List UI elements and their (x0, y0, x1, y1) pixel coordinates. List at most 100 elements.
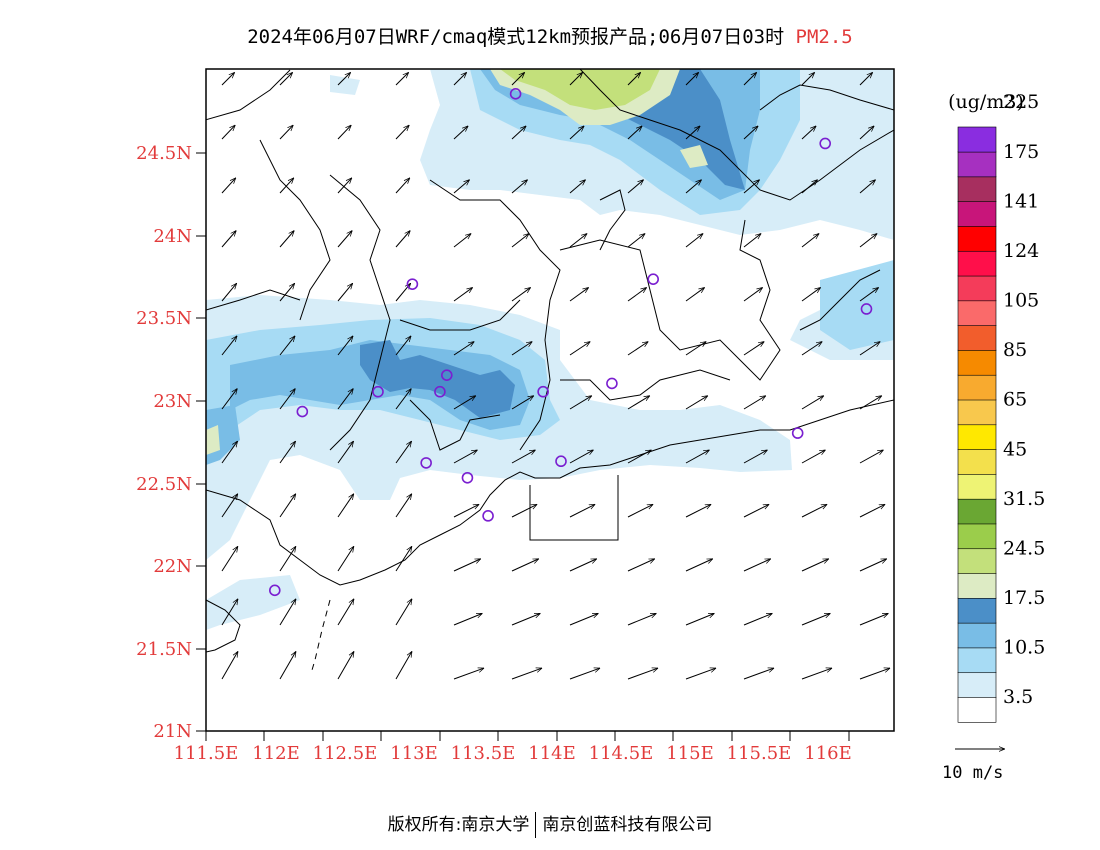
station-marker (647, 273, 660, 285)
station-marker (434, 385, 446, 398)
wind-arrow (221, 72, 235, 86)
wind-arrow (511, 668, 542, 680)
legend-swatch (957, 548, 997, 574)
wind-arrow (395, 231, 410, 248)
wind-reference: 10 m/s (942, 749, 1005, 783)
province-border (579, 69, 894, 201)
legend-swatch (957, 176, 997, 202)
wind-arrow (743, 234, 761, 248)
wind-arrow (337, 651, 354, 680)
pm-band-3-5 (206, 575, 300, 630)
station-marker (606, 377, 618, 390)
wind-arrow (743, 558, 771, 572)
lon-ticks (205, 731, 850, 741)
province-border (206, 69, 291, 121)
wind-arrow (859, 503, 885, 518)
wind-arrow (801, 234, 819, 248)
wind-arrow (337, 599, 354, 626)
wind-arrow (801, 612, 830, 626)
wind-arrow (279, 336, 295, 356)
wind-arrow (743, 126, 758, 140)
copyright-left: 版权所有:南京大学 (387, 815, 530, 835)
wind-arrow (569, 612, 598, 626)
wind-arrow (337, 178, 352, 194)
wind-arrow (395, 599, 412, 626)
station-markers (268, 88, 873, 597)
wind-arrow (337, 494, 354, 518)
pm-band-31-5 (500, 69, 660, 110)
wind-arrow (801, 558, 829, 572)
wind-arrow (859, 180, 876, 194)
legend-label: 85 (1003, 339, 1027, 361)
pm-band-24-5 (206, 425, 220, 455)
wind-arrow (569, 558, 597, 572)
legend-labels: 3.5 10.5 17.5 24.5 31.5 45 65 85 105 124 141 175 225 (1003, 91, 1045, 708)
wind-arrow (221, 546, 238, 572)
wind-arrow (801, 126, 816, 140)
legend-swatch (957, 523, 997, 550)
wind-arrow (279, 546, 296, 572)
wind-arrow (685, 558, 713, 572)
legend-label: 3.5 (1003, 686, 1033, 708)
province-border (759, 84, 894, 111)
lon-label: 114.5E (589, 743, 654, 764)
station-marker (372, 385, 384, 398)
wind-arrow (685, 396, 708, 410)
city-border (329, 174, 391, 451)
wind-arrow (511, 450, 536, 464)
wind-arrow (221, 494, 238, 518)
wind-arrow (569, 396, 592, 410)
wind-arrow (801, 72, 815, 86)
wind-arrow (859, 450, 884, 464)
wind-arrow (801, 342, 822, 356)
wind-arrow (743, 503, 769, 518)
wind-arrow (685, 287, 705, 302)
wind-arrow (453, 234, 471, 248)
wind-arrow (627, 612, 656, 626)
wind-arrow (685, 72, 699, 86)
lat-label: 21.5N (136, 639, 192, 660)
station-marker (860, 303, 873, 315)
wind-arrow (859, 126, 874, 140)
legend-swatch (957, 696, 997, 723)
wind-arrow (221, 599, 238, 626)
legend-label: 124 (1003, 240, 1039, 262)
wind-arrow (627, 396, 650, 410)
station-marker (509, 88, 522, 100)
chart-title: 2024年06月07日WRF/cmaq模式12km预报产品;06月07日03时 … (0, 22, 1100, 49)
legend-label: 10.5 (1003, 637, 1045, 659)
wind-arrow (511, 558, 539, 572)
wind-arrow (569, 287, 589, 302)
city-border (559, 219, 781, 381)
station-marker (420, 457, 432, 469)
wind-reference-label: 10 m/s (942, 763, 1003, 783)
legend-label: 45 (1003, 438, 1027, 460)
wind-arrow (279, 494, 296, 518)
legend-unit: (ug/m3) (948, 91, 1024, 113)
wind-arrow (685, 234, 703, 248)
wind-arrow (627, 668, 658, 680)
station-marker (440, 369, 453, 381)
legend-label: 141 (1003, 190, 1039, 212)
wind-arrow (569, 668, 600, 680)
title-species: PM2.5 (795, 26, 853, 48)
city-border (799, 269, 881, 331)
wind-arrow (801, 450, 826, 464)
footer-separator (535, 812, 537, 838)
wind-arrow (627, 287, 647, 302)
wind-arrow (221, 283, 237, 302)
legend-swatch (957, 424, 997, 450)
wind-arrow (859, 668, 890, 680)
wind-arrow (685, 612, 714, 626)
legend-swatch (957, 622, 997, 649)
wind-arrow (279, 283, 295, 302)
wind-arrow (511, 234, 529, 248)
station-marker (819, 137, 832, 150)
wind-arrow (743, 450, 768, 464)
wind-arrow (859, 558, 887, 572)
wind-arrow (801, 668, 832, 680)
wind-arrow (743, 612, 772, 626)
wind-arrow (395, 494, 412, 518)
wind-arrow (511, 180, 528, 194)
